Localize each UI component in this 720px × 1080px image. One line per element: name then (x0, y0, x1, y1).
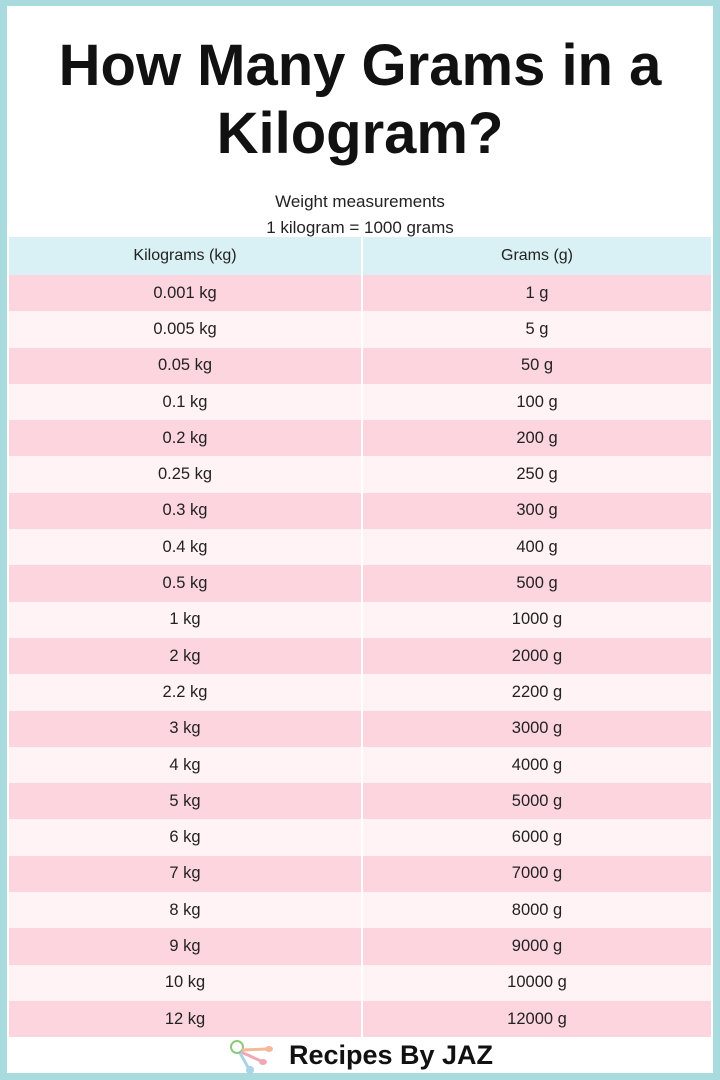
kilograms-cell: 0.25 kg (9, 456, 363, 493)
kilograms-cell: 8 kg (9, 892, 363, 929)
grams-cell: 500 g (362, 565, 711, 602)
kilograms-cell: 6 kg (9, 819, 363, 856)
kilograms-cell: 0.3 kg (9, 492, 363, 530)
grams-cell: 6000 g (362, 819, 711, 856)
table-row: 0.4 kg 400 g (9, 529, 711, 566)
header-kilograms: Kilograms (kg) (9, 237, 363, 275)
grams-cell: 200 g (362, 420, 711, 457)
page-title: How Many Grams in a Kilogram? (58, 33, 662, 166)
table-row: 0.5 kg 500 g (9, 565, 711, 602)
table-row: 4 kg 4000 g (9, 746, 711, 784)
table-row: 0.05 kg 50 g (9, 347, 711, 384)
table-row: 2.2 kg 2200 g (9, 674, 711, 711)
table-header-row: Kilograms (kg) Grams (g) (9, 237, 711, 275)
kilograms-cell: 2.2 kg (9, 674, 363, 711)
grams-cell: 5 g (362, 311, 711, 348)
grams-cell: 3000 g (362, 710, 711, 747)
kilograms-cell: 4 kg (9, 746, 363, 784)
table-row: 1 kg 1000 g (9, 601, 711, 638)
grams-cell: 2000 g (362, 637, 711, 675)
grams-cell: 50 g (362, 347, 711, 384)
subtitle: Weight measurements (275, 192, 445, 211)
grams-cell: 7000 g (362, 855, 711, 893)
kilograms-cell: 1 kg (9, 601, 363, 638)
table-row: 10 kg 10000 g (9, 964, 711, 1001)
kilograms-cell: 0.1 kg (9, 383, 363, 421)
table-row: 0.3 kg 300 g (9, 492, 711, 530)
kilograms-cell: 5 kg (9, 783, 363, 820)
grams-cell: 300 g (362, 492, 711, 530)
kilograms-cell: 0.001 kg (9, 275, 363, 312)
grams-cell: 100 g (362, 383, 711, 421)
grams-cell: 5000 g (362, 783, 711, 820)
brand-name: Recipes By JAZ (288, 1040, 494, 1071)
grams-cell: 1000 g (362, 601, 711, 638)
kilograms-cell: 0.005 kg (9, 311, 363, 348)
table-row: 12 kg 12000 g (9, 1000, 711, 1038)
table-row: 0.25 kg 250 g (9, 456, 711, 493)
footer-brand: Recipes By JAZ (7, 1039, 713, 1075)
kilograms-cell: 12 kg (9, 1000, 363, 1038)
table-row: 0.001 kg 1 g (9, 275, 711, 312)
kilograms-cell: 0.4 kg (9, 529, 363, 566)
conversion-table: Kilograms (kg) Grams (g) 0.001 kg 1 g 0.00… (9, 237, 711, 1038)
grams-cell: 2200 g (362, 674, 711, 711)
grams-cell: 10000 g (362, 964, 711, 1001)
table-row: 5 kg 5000 g (9, 783, 711, 820)
table-row: 7 kg 7000 g (9, 855, 711, 893)
table-row: 0.2 kg 200 g (9, 420, 711, 457)
grams-cell: 1 g (362, 275, 711, 312)
kilograms-cell: 0.2 kg (9, 420, 363, 457)
conversion-note: 1 kilogram = 1000 grams (266, 218, 454, 237)
measuring-spoons-icon (229, 1040, 273, 1074)
kilograms-cell: 0.5 kg (9, 565, 363, 602)
table-row: 2 kg 2000 g (9, 637, 711, 675)
table-row: 0.005 kg 5 g (9, 311, 711, 348)
kilograms-cell: 3 kg (9, 710, 363, 747)
kilograms-cell: 10 kg (9, 964, 363, 1001)
kilograms-cell: 2 kg (9, 637, 363, 675)
grams-cell: 400 g (362, 529, 711, 566)
grams-cell: 12000 g (362, 1000, 711, 1038)
kilograms-cell: 7 kg (9, 855, 363, 893)
grams-cell: 250 g (362, 456, 711, 493)
table-row: 6 kg 6000 g (9, 819, 711, 856)
header-grams: Grams (g) (362, 237, 711, 275)
table-row: 3 kg 3000 g (9, 710, 711, 747)
table-row: 9 kg 9000 g (9, 928, 711, 965)
grams-cell: 8000 g (362, 892, 711, 929)
kilograms-cell: 9 kg (9, 928, 363, 965)
table-row: 8 kg 8000 g (9, 892, 711, 929)
grams-cell: 4000 g (362, 746, 711, 784)
kilograms-cell: 0.05 kg (9, 347, 363, 384)
grams-cell: 9000 g (362, 928, 711, 965)
table-row: 0.1 kg 100 g (9, 383, 711, 421)
